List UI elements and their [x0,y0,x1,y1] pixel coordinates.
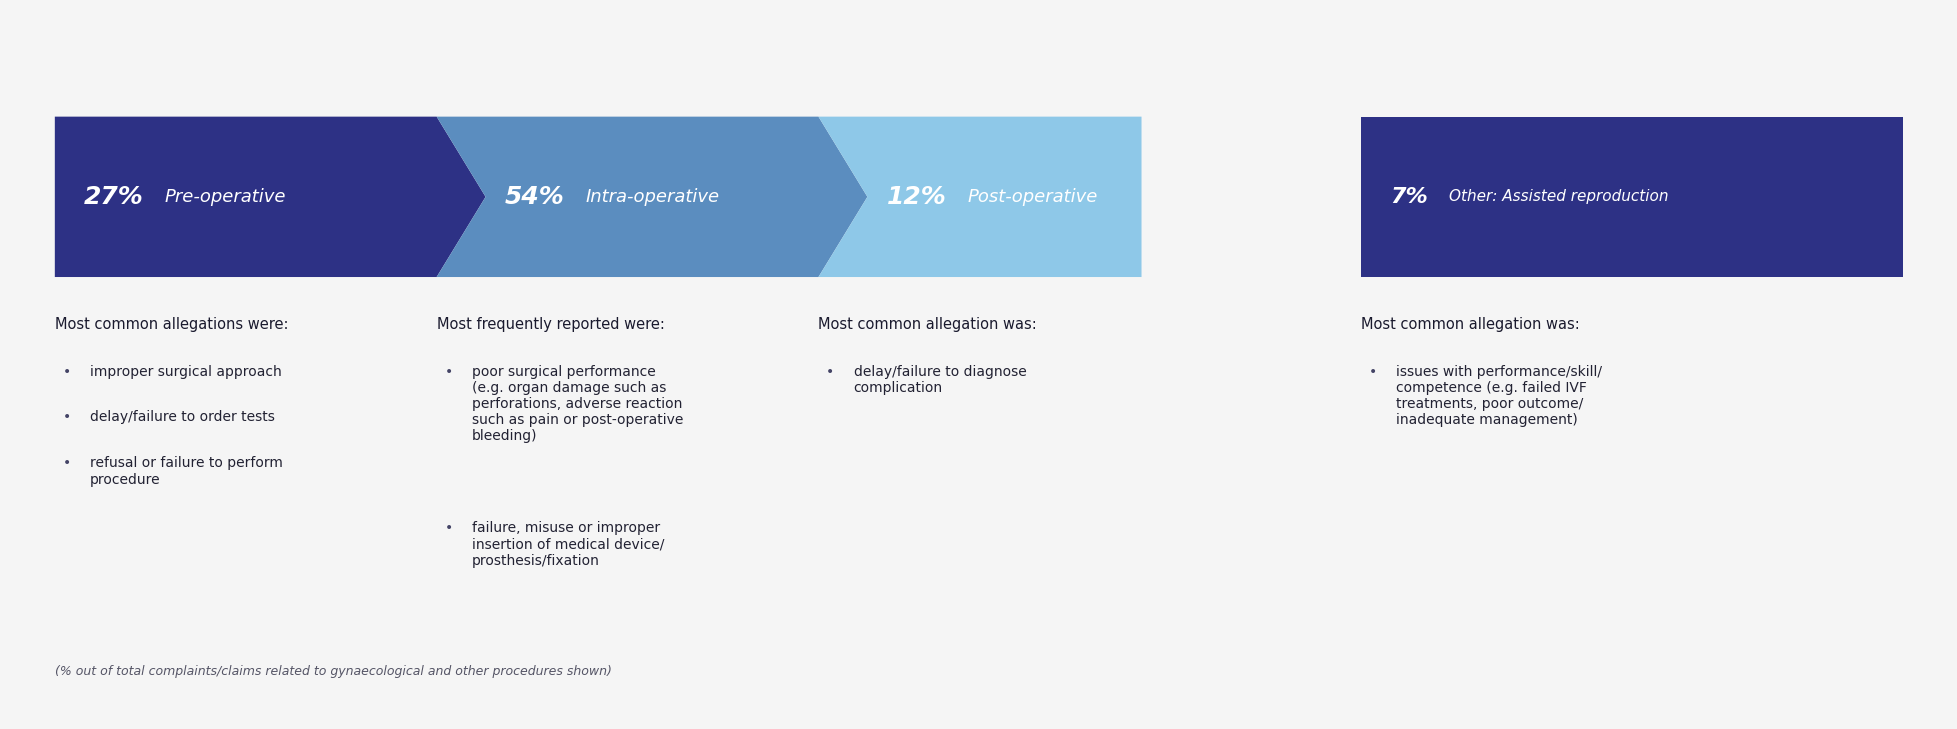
Text: Intra-operative: Intra-operative [585,188,720,206]
Text: Most frequently reported were:: Most frequently reported were: [436,317,663,332]
Text: delay/failure to order tests: delay/failure to order tests [90,410,274,424]
Text: •: • [444,521,452,535]
Polygon shape [1360,117,1902,277]
Text: •: • [826,364,834,378]
Text: 7%: 7% [1389,187,1427,207]
Text: delay/failure to diagnose
complication: delay/failure to diagnose complication [853,364,1025,394]
Text: failure, misuse or improper
insertion of medical device/
prosthesis/fixation: failure, misuse or improper insertion of… [472,521,663,568]
Text: Post-operative: Post-operative [967,188,1098,206]
Text: 27%: 27% [84,185,145,208]
Text: issues with performance/skill/
competence (e.g. failed IVF
treatments, poor outc: issues with performance/skill/ competenc… [1395,364,1601,427]
Text: •: • [63,364,70,378]
Polygon shape [55,117,485,277]
Text: Pre-operative: Pre-operative [164,188,286,206]
Text: poor surgical performance
(e.g. organ damage such as
perforations, adverse react: poor surgical performance (e.g. organ da… [472,364,683,443]
Text: (% out of total complaints/claims related to gynaecological and other procedures: (% out of total complaints/claims relate… [55,665,611,678]
Text: improper surgical approach: improper surgical approach [90,364,282,378]
Polygon shape [436,117,867,277]
Text: 54%: 54% [505,185,566,208]
Text: •: • [444,364,452,378]
Text: •: • [1368,364,1376,378]
Text: Other: Assisted reproduction: Other: Assisted reproduction [1448,190,1667,204]
Text: Most common allegations were:: Most common allegations were: [55,317,288,332]
Polygon shape [818,117,1141,277]
Text: •: • [63,410,70,424]
Text: Most common allegation was:: Most common allegation was: [818,317,1037,332]
Text: Most common allegation was:: Most common allegation was: [1360,317,1579,332]
Text: •: • [63,456,70,470]
Text: 12%: 12% [887,185,947,208]
Text: refusal or failure to perform
procedure: refusal or failure to perform procedure [90,456,284,486]
